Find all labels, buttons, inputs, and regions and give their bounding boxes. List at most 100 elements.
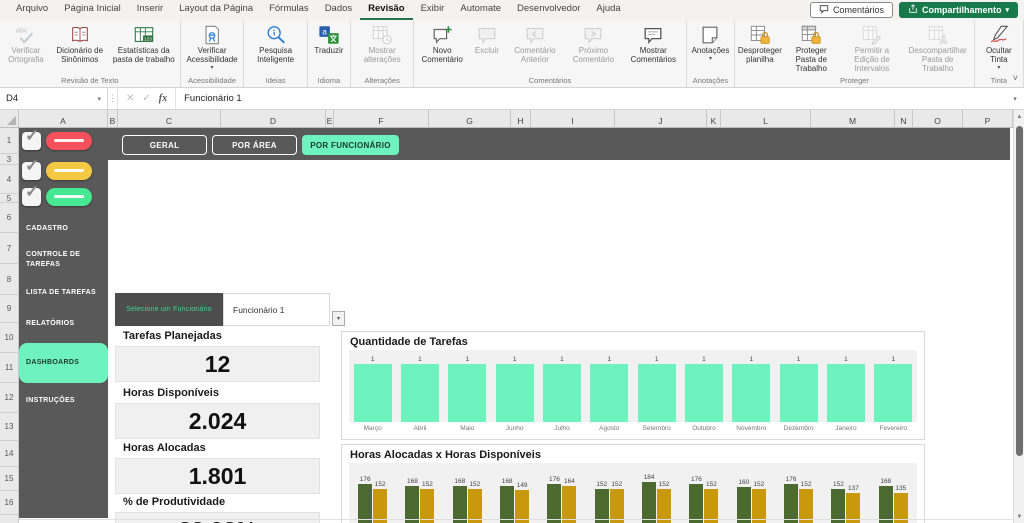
slicer-checkbox-icon[interactable] xyxy=(22,188,41,206)
column-header-F[interactable]: F xyxy=(334,110,429,127)
collapse-ribbon-icon[interactable]: ˅ xyxy=(1013,73,1018,83)
insert-function-icon[interactable]: fx xyxy=(159,93,167,104)
sidebar-item-controle-de-tarefas[interactable]: CONTROLE DE TAREFAS xyxy=(19,250,108,271)
column-header-L[interactable]: L xyxy=(721,110,811,127)
confirm-icon[interactable]: ✓ xyxy=(142,93,150,104)
view-tab-geral[interactable]: GERAL xyxy=(122,135,207,155)
column-header-C[interactable]: C xyxy=(118,110,221,127)
anotacoes-button[interactable]: Anotações▾ xyxy=(689,22,733,63)
row-header-11[interactable]: 11 xyxy=(0,353,18,383)
ribbon-tab-dados[interactable]: Dados xyxy=(317,0,360,20)
ribbon-tab-revisao[interactable]: Revisão xyxy=(360,0,412,20)
view-tab-por-area[interactable]: POR ÁREA xyxy=(212,135,297,155)
slicer-checkbox-icon[interactable] xyxy=(22,132,41,150)
row-header-1[interactable]: 1 xyxy=(0,128,18,154)
row-header-5[interactable]: 5 xyxy=(0,194,18,203)
scroll-up-icon[interactable]: ▲ xyxy=(1014,110,1024,123)
ribbon-tab-exibir[interactable]: Exibir xyxy=(413,0,453,20)
dicionario-de-sinonimos-button[interactable]: Dicionário de Sinônimos xyxy=(50,22,110,65)
slicer-row xyxy=(22,162,92,180)
ribbon-tab-inserir[interactable]: Inserir xyxy=(129,0,171,20)
row-header-12[interactable]: 12 xyxy=(0,383,18,413)
bar-horas-disponiveis-julho xyxy=(547,484,561,523)
employee-selector-value[interactable]: Funcionário 1 xyxy=(223,293,330,326)
column-header-A[interactable]: A xyxy=(19,110,108,127)
slicer-row xyxy=(22,132,92,150)
ribbon-group-proteger: Desproteger planilhaProteger Pasta de Tr… xyxy=(735,20,974,87)
comments-button[interactable]: Comentários xyxy=(810,2,893,18)
ribbon-tab-ajuda[interactable]: Ajuda xyxy=(588,0,628,20)
cancel-icon[interactable]: ✕ xyxy=(126,93,134,104)
scrollbar-thumb[interactable] xyxy=(1016,126,1023,456)
row-header-7[interactable]: 7 xyxy=(0,233,18,264)
column-header-B[interactable]: B xyxy=(108,110,118,127)
bar-data-label: 152 xyxy=(375,481,386,488)
sidebar-item-cadastro[interactable]: CADASTRO xyxy=(19,224,108,235)
ribbon-tab-formulas[interactable]: Fórmulas xyxy=(261,0,317,20)
ocultar-tinta-button[interactable]: Ocultar Tinta▾ xyxy=(977,22,1021,72)
formula-input[interactable]: Funcionário 1 xyxy=(176,88,1006,109)
row-header-17[interactable]: 17 xyxy=(0,515,18,523)
row-header-15[interactable]: 15 xyxy=(0,467,18,491)
employee-selector-dropdown-icon[interactable]: ▾ xyxy=(332,311,345,326)
column-header-D[interactable]: D xyxy=(221,110,326,127)
slicer-pill[interactable] xyxy=(46,188,92,206)
proteger-pasta-de-trabalho-button[interactable]: Proteger Pasta de Trabalho xyxy=(782,22,840,74)
slicer-pill[interactable] xyxy=(46,162,92,180)
column-header-E[interactable]: E xyxy=(326,110,334,127)
slicer-row xyxy=(22,188,92,206)
ribbon-tab-layout-da-pagina[interactable]: Layout da Página xyxy=(171,0,261,20)
select-all-corner[interactable] xyxy=(0,110,19,127)
slicer-pill[interactable] xyxy=(46,132,92,150)
traduzir-button[interactable]: aTraduzir xyxy=(310,22,348,56)
column-header-O[interactable]: O xyxy=(913,110,963,127)
column-header-N[interactable]: N xyxy=(895,110,913,127)
unprotect-sheet-icon xyxy=(749,24,771,46)
column-header-M[interactable]: M xyxy=(811,110,895,127)
view-tab-por-funcionario[interactable]: POR FUNCIONÁRIO xyxy=(302,135,399,155)
pesquisa-inteligente-button[interactable]: Pesquisa Inteligente xyxy=(246,22,305,65)
bar-data-label: 152 xyxy=(801,481,812,488)
bar-group-marco: 176152 xyxy=(358,476,387,523)
sidebar-item-relatorios[interactable]: RELATÓRIOS xyxy=(19,319,108,330)
estatisticas-da-pasta-de-trabalho-button[interactable]: 123Estatísticas da pasta de trabalho xyxy=(110,22,178,65)
sidebar-item-lista-de-tarefas[interactable]: LISTA DE TAREFAS xyxy=(19,288,108,299)
bar-group-junho: 1 xyxy=(496,356,534,422)
column-header-J[interactable]: J xyxy=(615,110,707,127)
expand-formula-bar-icon[interactable]: ▾ xyxy=(1006,88,1024,109)
sidebar-item-dashboards[interactable]: DASHBOARDS xyxy=(19,343,108,384)
desproteger-planilha-label: Desproteger planilha xyxy=(738,47,782,65)
row-header-6[interactable]: 6 xyxy=(0,203,18,233)
name-box-value: D4 xyxy=(6,93,18,104)
column-header-I[interactable]: I xyxy=(531,110,615,127)
vertical-scrollbar[interactable]: ▲ ▼ xyxy=(1013,110,1024,523)
row-header-9[interactable]: 9 xyxy=(0,295,18,323)
ribbon-tab-automate[interactable]: Automate xyxy=(452,0,509,20)
column-header-K[interactable]: K xyxy=(707,110,721,127)
name-box[interactable]: D4 ▾ xyxy=(0,88,108,109)
row-header-4[interactable]: 4 xyxy=(0,165,18,194)
column-header-G[interactable]: G xyxy=(429,110,511,127)
column-header-H[interactable]: H xyxy=(511,110,531,127)
column-header-P[interactable]: P xyxy=(963,110,1013,127)
bar-data-label: 1 xyxy=(466,356,470,363)
row-header-10[interactable]: 10 xyxy=(0,323,18,353)
row-header-14[interactable]: 14 xyxy=(0,441,18,467)
desproteger-planilha-button[interactable]: Desproteger planilha xyxy=(737,22,782,65)
share-button[interactable]: Compartilhamento ▾ xyxy=(899,2,1018,18)
row-header-8[interactable]: 8 xyxy=(0,264,18,295)
ribbon-tab-pagina-inicial[interactable]: Página Inicial xyxy=(56,0,129,20)
sidebar-item-instrucoes[interactable]: INSTRUÇÕES xyxy=(19,396,108,407)
bar-serie-abril xyxy=(401,364,439,422)
bar-data-label: 1 xyxy=(655,356,659,363)
slicer-checkbox-icon[interactable] xyxy=(22,162,41,180)
ribbon-tab-desenvolvedor[interactable]: Desenvolvedor xyxy=(509,0,588,20)
verificar-acessibilidade-button[interactable]: Verificar Acessibilidade▾ xyxy=(183,22,242,72)
novo-comentario-button[interactable]: Novo Comentário xyxy=(416,22,467,65)
mostrar-comentarios-button[interactable]: Mostrar Comentários xyxy=(623,22,684,65)
row-header-16[interactable]: 16 xyxy=(0,491,18,515)
ribbon-tab-arquivo[interactable]: Arquivo xyxy=(8,0,56,20)
row-header-3[interactable]: 3 xyxy=(0,154,18,165)
scroll-down-icon[interactable]: ▼ xyxy=(1014,510,1024,523)
row-header-13[interactable]: 13 xyxy=(0,413,18,441)
